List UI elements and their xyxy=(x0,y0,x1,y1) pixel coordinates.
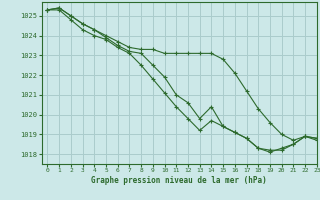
X-axis label: Graphe pression niveau de la mer (hPa): Graphe pression niveau de la mer (hPa) xyxy=(91,176,267,185)
